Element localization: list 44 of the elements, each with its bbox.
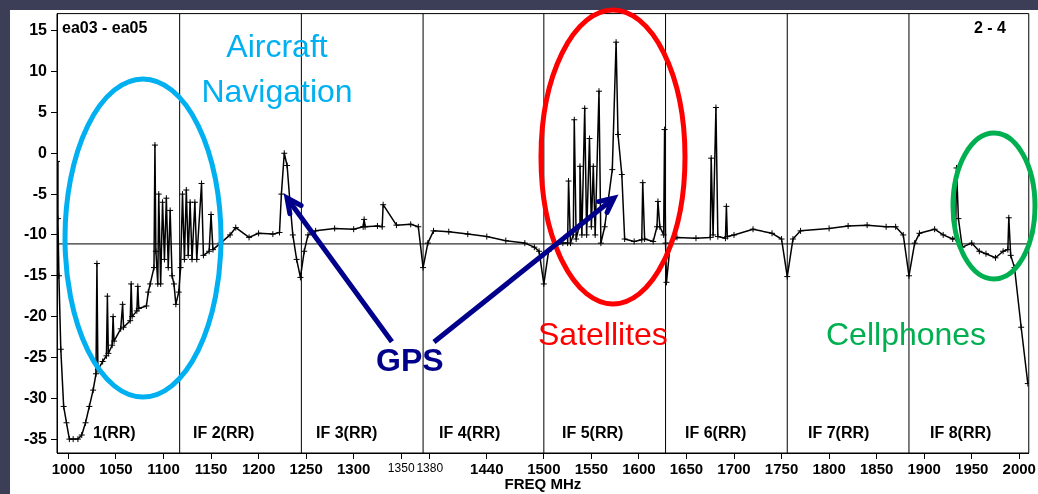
x-tick-label: 1350 <box>387 460 415 475</box>
y-tick-label: -25 <box>23 347 48 365</box>
x-tick-label: 1000 <box>51 460 86 478</box>
y-tick-label: -5 <box>32 184 48 202</box>
x-tick-label: 1200 <box>241 460 276 478</box>
x-tick-label: 1650 <box>669 460 704 478</box>
annotation: IF 3(RR) <box>316 424 378 441</box>
x-tick-label: 1850 <box>859 460 894 478</box>
annotation: Cellphones <box>826 316 987 352</box>
annotation: ea03 - ea05 <box>62 19 148 36</box>
x-tick-label: 1550 <box>574 460 609 478</box>
y-tick-label: -30 <box>23 388 48 406</box>
y-tick-label: 0 <box>38 143 48 161</box>
x-tick-label: 1900 <box>907 460 941 478</box>
x-axis-title: FREQ MHz <box>504 475 582 493</box>
x-tick-label: 1050 <box>99 460 133 478</box>
y-tick-label: -35 <box>23 429 48 447</box>
x-tick-label: 1600 <box>622 460 656 478</box>
annotation: 1(RR) <box>93 424 136 441</box>
x-tick-label: 1150 <box>194 460 228 478</box>
x-tick-label: 1250 <box>289 460 323 478</box>
annotation: IF 2(RR) <box>193 424 255 441</box>
annotation: IF 6(RR) <box>685 424 747 441</box>
annotation: IF 7(RR) <box>808 424 870 441</box>
y-tick-label: 10 <box>29 61 48 79</box>
x-tick-label: 1300 <box>336 460 371 478</box>
x-tick-label: 2000 <box>1002 460 1036 478</box>
x-tick-label: 1440 <box>470 460 504 478</box>
y-tick-label: -15 <box>23 266 48 284</box>
annotation: IF 8(RR) <box>930 424 992 441</box>
annotation: IF 5(RR) <box>562 424 624 441</box>
x-tick-label: 1100 <box>147 460 180 478</box>
x-tick-label: 1380 <box>416 460 444 475</box>
y-tick-label: -20 <box>23 307 48 325</box>
x-tick-label: 1700 <box>717 460 751 478</box>
annotation: 2 - 4 <box>974 19 1007 36</box>
y-tick-label: 5 <box>38 102 48 120</box>
annotation: IF 4(RR) <box>439 424 501 441</box>
y-tick-label: -10 <box>23 225 48 243</box>
y-tick-label: 15 <box>29 21 48 39</box>
x-tick-label: 1950 <box>955 460 989 478</box>
x-tick-label: 1500 <box>527 460 561 478</box>
x-tick-label: 1750 <box>764 460 799 478</box>
x-tick-label: 1800 <box>812 460 846 478</box>
